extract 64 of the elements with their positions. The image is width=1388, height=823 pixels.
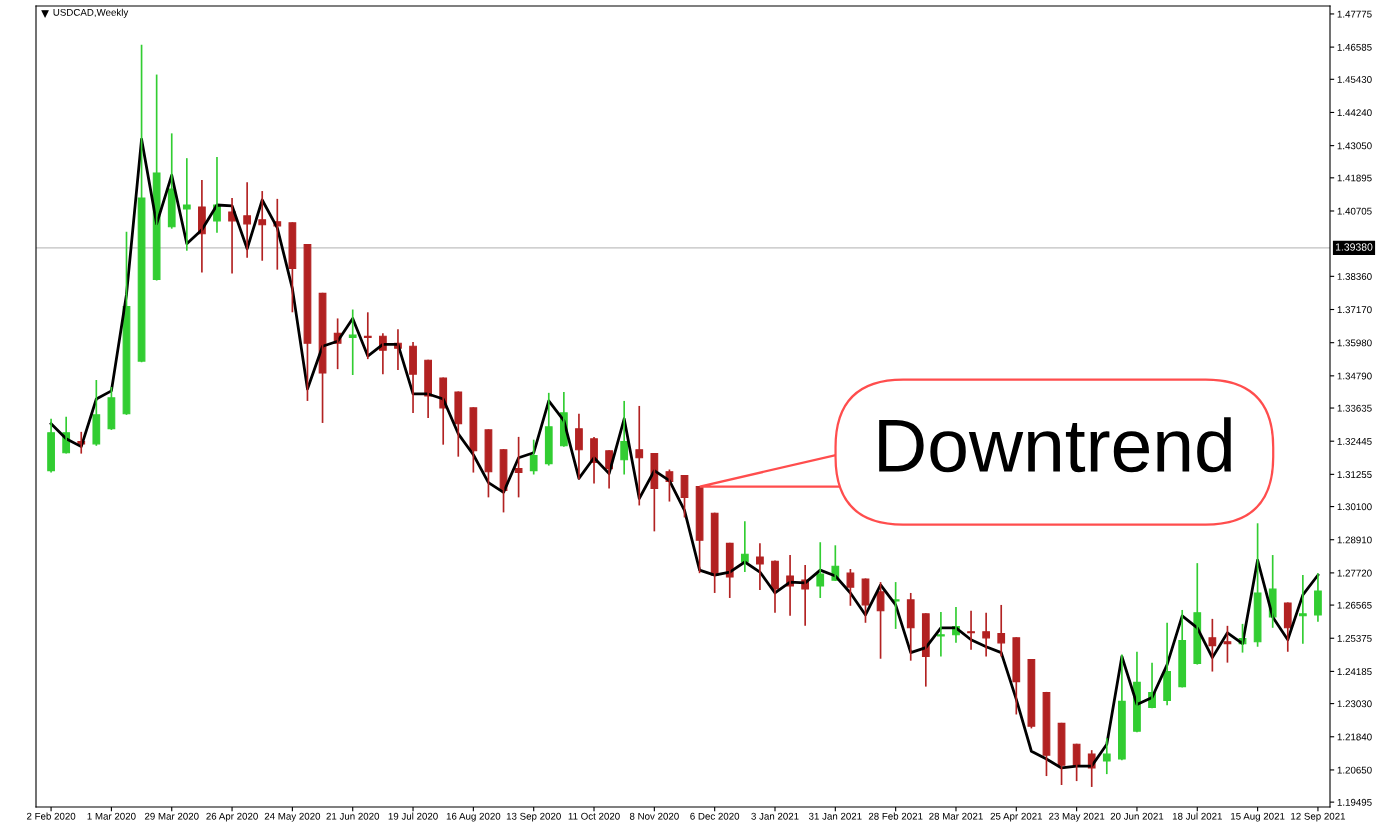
x-tick-label: 16 Aug 2020 — [446, 812, 501, 822]
y-tick-label: 1.21840 — [1337, 733, 1372, 741]
x-tick-label: 24 May 2020 — [264, 812, 321, 822]
candlestick — [891, 581, 900, 630]
candlestick — [846, 568, 855, 607]
y-tick-label: 1.23030 — [1337, 700, 1372, 708]
x-tick-label: 19 Jul 2020 — [388, 812, 438, 820]
annotation: Downtrend — [879, 417, 1231, 473]
y-tick-label: 1.33635 — [1337, 404, 1372, 412]
y-tick-label: 1.41895 — [1337, 174, 1372, 182]
x-tick-label: 12 Sep 2021 — [1291, 812, 1346, 822]
candlestick — [1223, 625, 1232, 664]
candlestick — [484, 428, 493, 499]
y-tick-label: 1.43050 — [1337, 142, 1372, 150]
y-tick-label: 1.46585 — [1337, 43, 1372, 51]
candlestick — [1253, 522, 1262, 648]
y-tick-label: 1.45430 — [1337, 76, 1372, 83]
candlestick — [514, 436, 523, 499]
y-tick-label: 1.37170 — [1337, 306, 1372, 314]
y-tick-label: 1.28910 — [1337, 536, 1372, 544]
x-tick-label: 21 Jun 2020 — [326, 812, 380, 820]
y-tick-label: 1.26565 — [1337, 601, 1372, 609]
candlestick — [937, 611, 945, 658]
x-tick-label: 11 Oct 2020 — [568, 812, 620, 820]
x-tick-label: 2 Feb 2020 — [26, 812, 76, 820]
x-tick-label: 28 Mar 2021 — [929, 812, 983, 820]
x-tick-label: 15 Aug 2021 — [1231, 812, 1285, 822]
candlestick — [1027, 658, 1036, 730]
x-tick-label: 23 May 2021 — [1049, 812, 1105, 822]
candlestick — [288, 221, 297, 314]
x-tick-label: 28 Feb 2021 — [868, 812, 923, 820]
candlestick — [1208, 618, 1217, 673]
y-tick-label: 1.31255 — [1337, 471, 1372, 478]
y-tick-label: 1.30100 — [1337, 503, 1372, 511]
candlestick — [137, 43, 146, 364]
candlestick — [1057, 721, 1066, 786]
ref-line-label: 1.39380 — [1335, 243, 1373, 251]
candlestick — [107, 386, 116, 431]
x-tick-label: 31 Jan 2021 — [808, 812, 862, 820]
y-tick-label: 1.25375 — [1337, 634, 1372, 642]
x-tick-label: 3 Jan 2021 — [751, 812, 799, 820]
x-tick-label: 1 Mar 2020 — [87, 812, 136, 820]
x-tick-label: 29 Mar 2020 — [144, 812, 199, 820]
y-tick-label: 1.35980 — [1337, 339, 1372, 347]
y-tick-label: 1.34790 — [1337, 372, 1372, 380]
candlestick — [182, 157, 191, 252]
x-tick-label: 20 Jun 2021 — [1110, 812, 1164, 820]
x-tick-label: 26 Apr 2020 — [206, 812, 258, 822]
y-tick-label: 1.44240 — [1337, 109, 1372, 117]
y-tick-label: 1.38360 — [1337, 273, 1372, 280]
y-tick-label: 1.20650 — [1337, 766, 1372, 774]
x-tick-label: 8 Nov 2020 — [629, 812, 679, 820]
y-tick-label: 1.47775 — [1337, 10, 1372, 18]
y-tick-label: 1.32445 — [1337, 437, 1372, 445]
x-tick-label: 6 Dec 2020 — [690, 812, 740, 820]
chart-title: USDCAD,Weekly — [53, 8, 129, 18]
y-tick-label: 1.27720 — [1337, 569, 1372, 577]
candlestick — [1042, 691, 1051, 777]
y-tick-label: 1.24185 — [1337, 668, 1372, 676]
x-tick-label: 13 Sep 2020 — [506, 812, 561, 822]
x-tick-label: 25 Apr 2021 — [990, 812, 1043, 822]
y-tick-label: 1.40705 — [1337, 207, 1372, 215]
y-tick-label: 1.19495 — [1337, 798, 1372, 806]
x-tick-label: 18 Jul 2021 — [1172, 812, 1222, 820]
